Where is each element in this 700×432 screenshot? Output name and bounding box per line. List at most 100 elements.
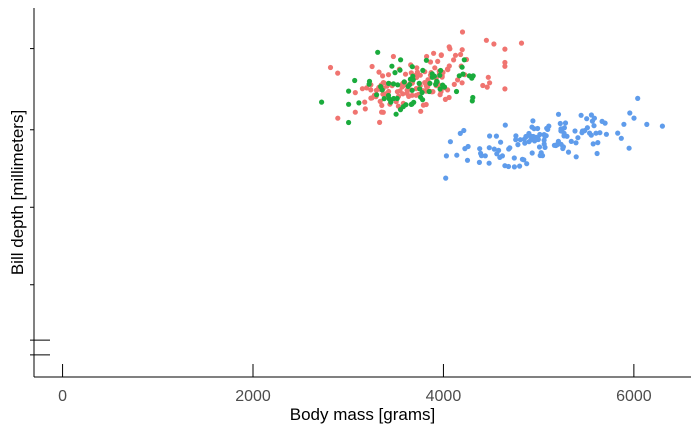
data-point — [517, 137, 523, 143]
data-point — [519, 156, 526, 162]
data-point — [626, 145, 632, 151]
data-point — [352, 77, 358, 84]
data-point — [443, 175, 449, 181]
data-point — [431, 50, 437, 56]
data-point — [352, 90, 358, 96]
data-point — [644, 121, 650, 127]
data-point — [486, 145, 492, 151]
data-point — [518, 40, 525, 46]
data-point — [423, 57, 429, 63]
data-point — [413, 92, 419, 98]
data-point — [464, 157, 471, 163]
x-axis-title: Body mass [grams] — [290, 405, 436, 424]
data-point — [381, 80, 387, 86]
data-point — [419, 89, 425, 96]
data-point — [390, 53, 396, 60]
data-point — [368, 87, 374, 93]
data-point — [502, 86, 508, 92]
data-point — [379, 102, 385, 108]
data-point — [394, 95, 400, 102]
data-point — [454, 152, 460, 158]
data-point — [511, 155, 517, 161]
data-point — [526, 130, 532, 137]
data-point — [465, 143, 471, 150]
data-point — [453, 88, 460, 95]
y-axis-ticks — [30, 48, 50, 356]
data-point — [427, 80, 433, 86]
data-point — [459, 80, 465, 86]
data-point — [551, 142, 558, 148]
data-point — [458, 51, 464, 58]
data-point — [374, 92, 380, 98]
y-axis-title: Bill depth [millimeters] — [8, 110, 27, 275]
data-point — [335, 115, 341, 121]
data-point — [555, 138, 562, 144]
data-point — [414, 65, 420, 71]
data-point — [591, 123, 597, 129]
data-point — [438, 67, 444, 74]
data-point — [386, 80, 392, 86]
data-point — [402, 71, 409, 77]
data-point — [491, 146, 497, 152]
data-point — [376, 69, 382, 75]
data-point — [380, 109, 386, 115]
data-point — [420, 102, 426, 108]
data-point — [487, 133, 493, 139]
data-point — [437, 86, 443, 92]
data-point — [386, 96, 392, 102]
data-point — [485, 74, 491, 80]
data-point — [593, 130, 599, 136]
data-point — [377, 119, 383, 125]
data-point — [457, 130, 463, 136]
data-point — [429, 71, 435, 77]
data-point — [572, 128, 578, 134]
data-point — [557, 120, 563, 127]
data-point — [392, 70, 398, 76]
data-point — [498, 139, 504, 145]
data-point — [319, 99, 325, 105]
data-point — [524, 161, 530, 167]
data-point — [369, 63, 375, 70]
data-point — [587, 130, 593, 136]
x-tick-label-2: 4000 — [426, 388, 462, 405]
data-point — [555, 111, 562, 117]
data-point — [417, 86, 423, 92]
data-point — [560, 145, 566, 152]
x-tick-label-0: 0 — [58, 388, 67, 405]
data-point — [575, 135, 581, 141]
data-point — [513, 137, 519, 143]
data-point — [621, 121, 627, 127]
data-point — [427, 59, 434, 65]
data-point — [352, 109, 358, 115]
data-point — [424, 53, 430, 60]
data-point — [409, 92, 415, 98]
data-point — [377, 98, 383, 104]
data-point — [395, 82, 401, 88]
data-point — [536, 144, 543, 150]
data-point — [359, 86, 365, 92]
data-point — [590, 141, 596, 147]
data-point — [451, 57, 457, 63]
data-point — [456, 73, 462, 79]
data-point — [517, 163, 523, 169]
data-point — [364, 85, 370, 91]
data-point — [573, 154, 579, 160]
data-point — [470, 94, 476, 101]
data-point — [397, 107, 404, 113]
data-point — [564, 133, 570, 139]
data-point — [385, 72, 392, 78]
data-point — [420, 67, 426, 73]
data-point — [410, 77, 416, 83]
data-point — [362, 99, 368, 105]
data-point — [393, 111, 399, 117]
data-point — [597, 130, 603, 136]
data-point — [432, 65, 438, 71]
data-point — [594, 150, 600, 157]
data-point — [346, 88, 352, 94]
data-point — [380, 73, 386, 79]
data-point — [603, 131, 610, 137]
data-point — [433, 81, 439, 87]
data-point — [579, 128, 586, 134]
data-point — [578, 112, 584, 118]
